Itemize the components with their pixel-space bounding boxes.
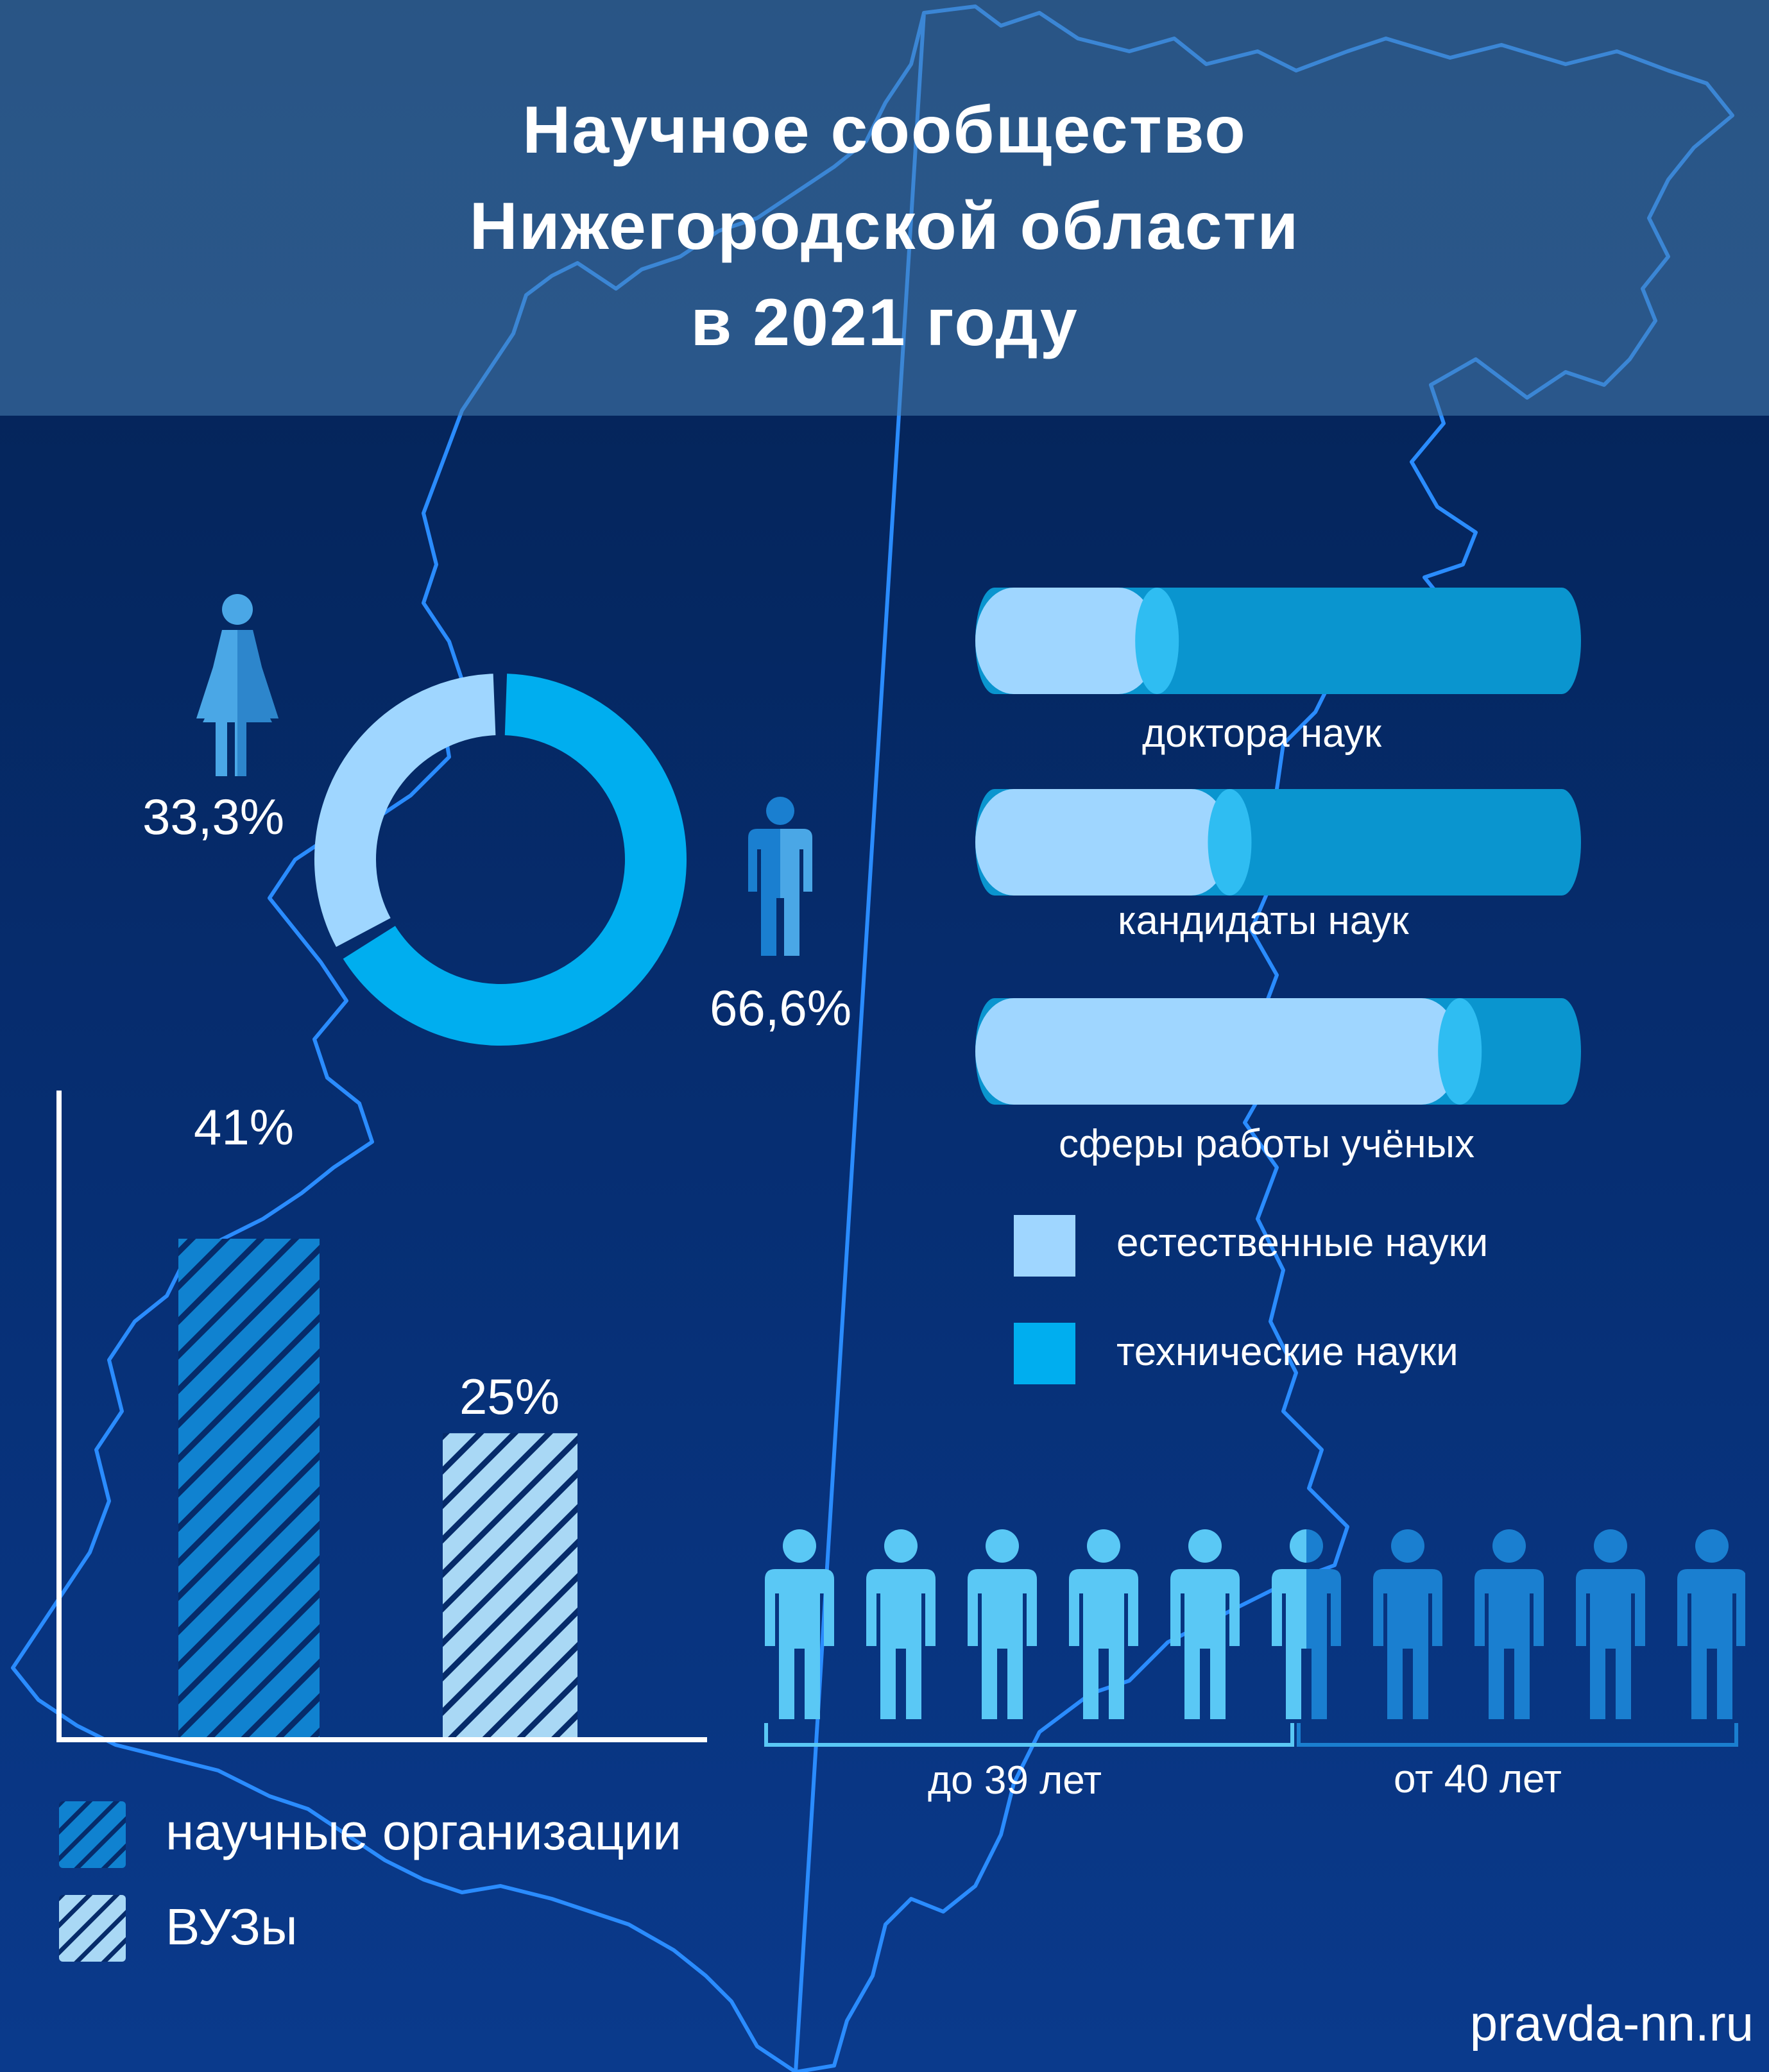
capsule-bar-3 xyxy=(975,998,1581,1105)
male-percent-label: 66,6% xyxy=(710,980,852,1036)
title-line-2: Нижегородской области xyxy=(469,189,1300,264)
person-icon xyxy=(968,1529,1037,1719)
bar-joint-cap xyxy=(1135,588,1179,694)
site-credit: pravda-nn.ru xyxy=(1469,1995,1754,2051)
person-icon xyxy=(866,1529,936,1719)
bar-value-label-1: 41% xyxy=(194,1099,295,1155)
bracket-older xyxy=(1297,1723,1738,1747)
page-title: Научное сообщество Нижегородской области… xyxy=(0,82,1769,371)
title-line-3: в 2021 году xyxy=(690,285,1079,360)
org-bar-1 xyxy=(178,1239,320,1737)
age-pictogram xyxy=(764,1529,1745,1747)
bracket-young xyxy=(764,1723,1294,1747)
bar-value-label-2: 25% xyxy=(459,1368,560,1425)
bar-label-fields: сферы работы учёных xyxy=(1059,1122,1475,1166)
person-icon xyxy=(1170,1529,1240,1719)
capsule-bar-2 xyxy=(975,789,1581,896)
bar-label-candidates: кандидаты наук xyxy=(1118,899,1409,943)
legend-universities-label: ВУЗы xyxy=(166,1898,298,1955)
person-icon xyxy=(1272,1529,1341,1719)
person-icon xyxy=(1677,1529,1745,1719)
bar-joint-cap xyxy=(1438,998,1482,1105)
organizations-bar-chart xyxy=(56,1091,707,1742)
age-group-young-label: до 39 лет xyxy=(928,1758,1102,1803)
title-line-1: Научное сообщество xyxy=(522,93,1247,167)
bar-label-doctors: доктора наук xyxy=(1142,711,1381,756)
legend-swatch-universities xyxy=(59,1895,126,1962)
age-group-older-label: от 40 лет xyxy=(1394,1757,1562,1801)
legend-swatch-organizations xyxy=(59,1801,126,1868)
donut-slice-male xyxy=(314,674,687,1046)
header-band xyxy=(0,0,1769,416)
person-icon xyxy=(1069,1529,1138,1719)
person-icon xyxy=(1576,1529,1645,1719)
bar-segment-natural xyxy=(975,789,1230,896)
person-icon xyxy=(1373,1529,1442,1719)
legend-natural-label: естественные науки xyxy=(1116,1221,1489,1265)
person-icon xyxy=(1474,1529,1544,1719)
legend-organizations-label: научные организации xyxy=(166,1803,681,1860)
female-person-icon xyxy=(196,594,278,776)
bar-segment-natural xyxy=(975,588,1158,694)
donut-slice-female xyxy=(314,674,687,1046)
female-percent-label: 33,3% xyxy=(142,788,285,845)
bar-segment-natural xyxy=(975,998,1460,1105)
capsule-bar-1 xyxy=(975,588,1581,694)
male-person-icon xyxy=(748,797,812,956)
legend-swatch-natural xyxy=(1014,1215,1075,1277)
person-icon xyxy=(765,1529,834,1719)
legend-technical-label: технические науки xyxy=(1116,1330,1458,1374)
legend-swatch-technical xyxy=(1014,1323,1075,1384)
gender-donut-chart xyxy=(314,674,687,1046)
bar-joint-cap xyxy=(1208,789,1252,896)
org-bar-2 xyxy=(443,1433,577,1737)
science-bars-chart xyxy=(975,588,1581,1105)
